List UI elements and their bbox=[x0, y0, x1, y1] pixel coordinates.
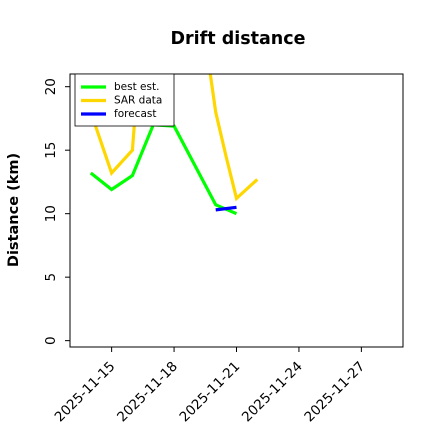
x-tick-label: 2025-11-21 bbox=[177, 359, 244, 426]
legend-label-2: forecast bbox=[114, 108, 156, 120]
legend-label-1: SAR data bbox=[114, 95, 162, 107]
series-line-1 bbox=[89, 74, 259, 202]
series-line-2 bbox=[215, 205, 237, 212]
chart-title: Drift distance bbox=[170, 29, 305, 49]
y-axis: 0 5 10 15 20 bbox=[43, 78, 70, 345]
x-tick-label: 2025-11-27 bbox=[301, 359, 368, 426]
x-tick-label: 2025-11-15 bbox=[52, 359, 119, 426]
y-tick-label: 20 bbox=[43, 78, 59, 95]
x-tick-label: 2025-11-18 bbox=[114, 359, 181, 426]
y-axis-label: Distance (km) bbox=[6, 153, 22, 267]
y-tick-label: 10 bbox=[43, 205, 59, 222]
legend-label-0: best est. bbox=[114, 81, 159, 93]
y-tick-label: 15 bbox=[43, 142, 59, 159]
x-tick-label: 2025-11-24 bbox=[239, 359, 306, 426]
x-axis: 2025-11-152025-11-182025-11-212025-11-24… bbox=[52, 347, 368, 426]
series-line-0 bbox=[89, 123, 238, 216]
y-tick-label: 5 bbox=[43, 273, 59, 282]
y-tick-label: 0 bbox=[43, 336, 59, 345]
